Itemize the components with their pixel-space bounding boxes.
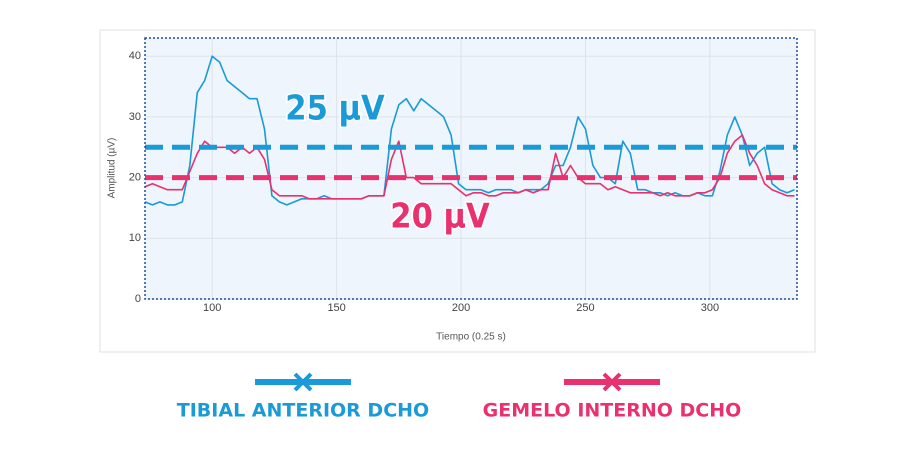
legend-label: GEMELO INTERNO DCHO [483,400,742,422]
threshold-label: 25 µV [285,89,385,129]
x-axis-title: Tiempo (0.25 s) [436,332,506,343]
y-tick-label: 0 [135,293,141,305]
x-tick-label: 100 [203,302,221,314]
y-tick-label: 10 [129,232,141,244]
y-axis-title: Amplitud (µV) [107,138,118,199]
plot-border [144,37,798,300]
legend-marker [293,372,313,392]
x-tick-label: 200 [452,302,470,314]
series-line [144,134,795,200]
y-tick-label: 30 [129,111,141,123]
plot-area [145,38,797,299]
y-tick-label: 20 [129,172,141,184]
x-tick-label: 250 [576,302,594,314]
legend-marker [602,372,622,392]
y-tick-label: 40 [129,50,141,62]
legend-label: TIBIAL ANTERIOR DCHO [177,400,429,422]
threshold-label: 20 µV [390,197,490,237]
x-tick-label: 150 [327,302,345,314]
x-tick-label: 300 [701,302,719,314]
